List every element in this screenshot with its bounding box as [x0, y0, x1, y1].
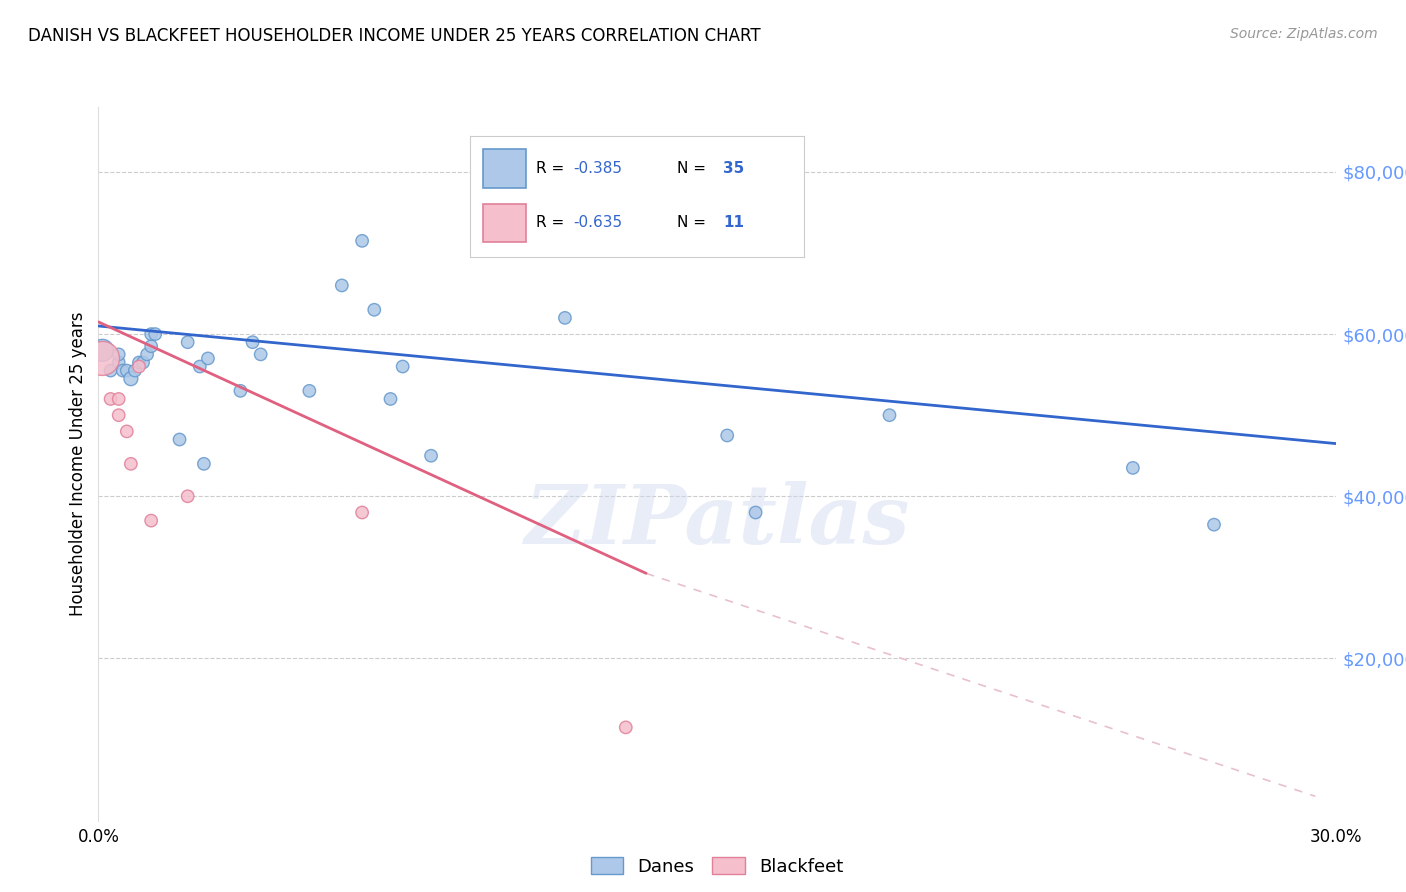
Point [554, 310, 576, 325]
Point [298, 384, 321, 398]
Point [128, 355, 150, 369]
Point [614, 720, 637, 734]
Point [100, 392, 122, 406]
Point [330, 278, 353, 293]
Point [91, 351, 114, 366]
Point [124, 363, 146, 377]
Point [107, 392, 129, 406]
Point [1202, 517, 1225, 532]
Point [363, 302, 385, 317]
Point [91, 343, 114, 358]
Point [352, 506, 374, 520]
Point [352, 234, 374, 248]
Point [193, 457, 215, 471]
Point [1122, 461, 1144, 475]
Point [111, 363, 134, 377]
Point [420, 449, 443, 463]
Point [120, 457, 142, 471]
Point [169, 433, 191, 447]
Text: Source: ZipAtlas.com: Source: ZipAtlas.com [1230, 27, 1378, 41]
Point [143, 327, 166, 342]
Point [128, 359, 150, 374]
Legend: Danes, Blackfeet: Danes, Blackfeet [583, 850, 851, 883]
Point [141, 514, 163, 528]
Point [197, 351, 219, 366]
Text: ZIPatlas: ZIPatlas [524, 481, 910, 561]
Point [249, 347, 271, 361]
Point [100, 363, 122, 377]
Point [141, 339, 163, 353]
Point [176, 489, 198, 503]
Point [115, 425, 138, 439]
Point [188, 359, 211, 374]
Point [115, 363, 138, 377]
Point [120, 372, 142, 386]
Point [242, 335, 264, 350]
Point [391, 359, 413, 374]
Point [716, 428, 738, 442]
Point [380, 392, 402, 406]
Point [107, 347, 129, 361]
Point [879, 408, 901, 422]
Point [107, 408, 129, 422]
Point [136, 347, 159, 361]
Point [141, 327, 163, 342]
Point [132, 355, 155, 369]
Point [229, 384, 252, 398]
Text: DANISH VS BLACKFEET HOUSEHOLDER INCOME UNDER 25 YEARS CORRELATION CHART: DANISH VS BLACKFEET HOUSEHOLDER INCOME U… [28, 27, 761, 45]
Point [107, 355, 129, 369]
Y-axis label: Householder Income Under 25 years: Householder Income Under 25 years [69, 311, 87, 616]
Point [176, 335, 198, 350]
Point [744, 506, 766, 520]
